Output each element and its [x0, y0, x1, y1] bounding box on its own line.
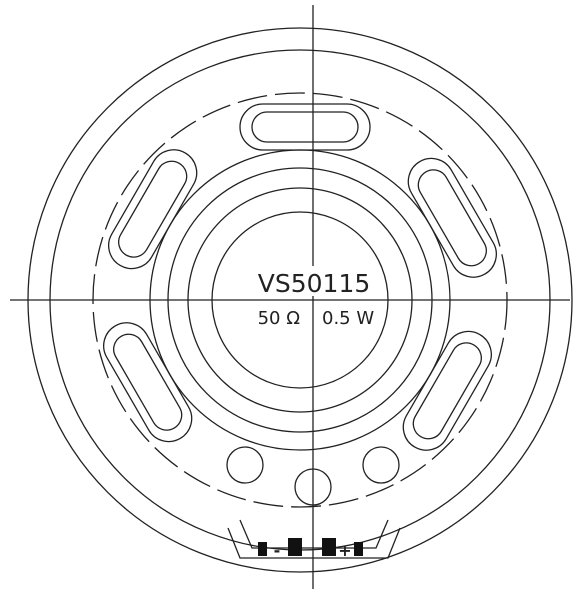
hole: [363, 447, 399, 483]
pad: [354, 542, 363, 556]
speaker-drawing: - + VS50115 50 Ω 0.5 W: [0, 0, 574, 591]
model-number: VS50115: [258, 269, 371, 298]
power: 0.5 W: [322, 308, 374, 329]
pad: [322, 538, 336, 556]
positive-terminal: +: [338, 541, 351, 560]
terminal-frame: [228, 528, 400, 558]
terminal-block: - +: [228, 520, 400, 560]
pad: [258, 542, 267, 556]
slot: [95, 314, 200, 450]
slot-inner: [252, 112, 358, 142]
slot: [240, 104, 370, 150]
slot: [395, 323, 500, 459]
slot: [400, 150, 505, 286]
pad: [288, 538, 302, 556]
impedance: 50 Ω: [258, 308, 301, 329]
negative-terminal: -: [274, 541, 281, 560]
hole: [227, 447, 263, 483]
slot: [100, 141, 205, 277]
